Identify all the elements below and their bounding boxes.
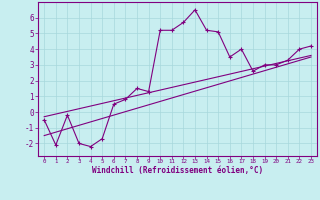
X-axis label: Windchill (Refroidissement éolien,°C): Windchill (Refroidissement éolien,°C) [92,166,263,175]
